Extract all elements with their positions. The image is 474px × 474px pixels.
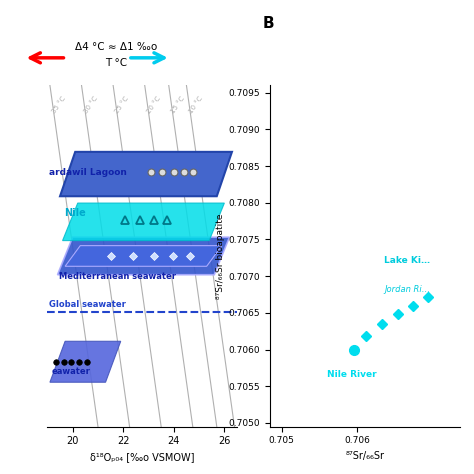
Text: Mediterranean seawater: Mediterranean seawater xyxy=(59,272,176,281)
Text: 35 °C: 35 °C xyxy=(51,96,67,115)
Text: ardawil Lagoon: ardawil Lagoon xyxy=(49,168,127,177)
X-axis label: δ¹⁸Oₚ₀₄ [‰o VSMOW]: δ¹⁸Oₚ₀₄ [‰o VSMOW] xyxy=(90,452,194,462)
Text: 15 °C: 15 °C xyxy=(170,96,186,115)
Text: Nile: Nile xyxy=(64,208,86,219)
Polygon shape xyxy=(57,237,229,275)
Text: 10 °C: 10 °C xyxy=(188,96,204,115)
Polygon shape xyxy=(50,341,121,382)
Text: Global seawater: Global seawater xyxy=(49,300,126,309)
Polygon shape xyxy=(65,246,222,266)
Y-axis label: ⁸⁷Sr/₆₆Sr bioapatite: ⁸⁷Sr/₆₆Sr bioapatite xyxy=(216,213,225,299)
Text: 20 °C: 20 °C xyxy=(146,96,162,115)
Polygon shape xyxy=(60,152,232,196)
Text: Jordan Ri…: Jordan Ri… xyxy=(384,285,430,294)
Text: 25 °C: 25 °C xyxy=(114,96,130,115)
Text: 30 °C: 30 °C xyxy=(83,96,99,115)
Text: Lake Ki…: Lake Ki… xyxy=(384,256,430,265)
Text: B: B xyxy=(263,17,275,31)
Text: T °C: T °C xyxy=(105,58,127,68)
X-axis label: ⁸⁷Sr/₆₆Sr: ⁸⁷Sr/₆₆Sr xyxy=(346,451,384,461)
Text: Δ4 °C ≈ Δ1 ‰o: Δ4 °C ≈ Δ1 ‰o xyxy=(75,42,157,53)
Text: Nile River: Nile River xyxy=(327,370,376,379)
Text: eawater: eawater xyxy=(51,367,90,376)
Polygon shape xyxy=(63,203,224,241)
